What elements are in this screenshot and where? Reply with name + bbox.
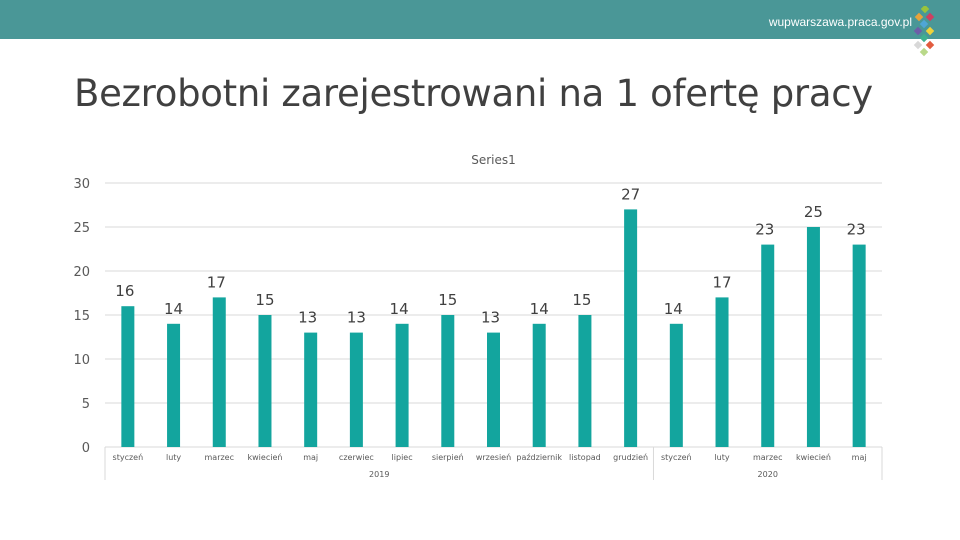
page-title: Bezrobotni zarejestrowani na 1 ofertę pr… [74, 72, 873, 115]
data-label: 15 [572, 291, 591, 309]
bar [852, 244, 866, 447]
data-label: 17 [712, 273, 731, 291]
data-label: 13 [298, 309, 317, 327]
bar [624, 209, 638, 447]
x-tick-label: październik [516, 453, 562, 462]
x-tick-label: maj [852, 453, 867, 462]
bar [304, 332, 318, 447]
data-label: 17 [207, 273, 226, 291]
group-label: 2020 [758, 470, 778, 479]
x-tick-label: marzec [205, 453, 235, 462]
chart-legend-label: Series1 [471, 153, 516, 167]
data-label: 13 [481, 309, 500, 327]
top-banner [0, 0, 960, 39]
y-tick-label: 0 [82, 441, 90, 456]
group-label: 2019 [369, 470, 389, 479]
x-tick-label: luty [166, 453, 181, 462]
data-label: 15 [438, 291, 457, 309]
x-tick-label: kwiecień [248, 453, 283, 462]
bar [669, 323, 683, 447]
bar [487, 332, 500, 447]
x-tick-label: listopad [569, 453, 601, 462]
bar [578, 315, 592, 447]
data-label: 14 [164, 300, 183, 318]
bar [258, 315, 272, 447]
data-label: 23 [847, 221, 866, 239]
x-tick-label: czerwiec [339, 453, 374, 462]
bar [212, 297, 226, 447]
y-tick-label: 25 [73, 221, 90, 236]
bar [441, 315, 455, 447]
y-tick-label: 10 [73, 353, 90, 368]
data-label: 15 [255, 291, 274, 309]
x-tick-label: lipiec [392, 453, 413, 462]
bar [167, 323, 181, 447]
x-tick-label: grudzień [613, 453, 648, 462]
data-label: 23 [755, 221, 774, 239]
x-tick-label: styczeń [661, 453, 692, 462]
bar [395, 323, 409, 447]
x-tick-label: luty [714, 453, 729, 462]
colorful-mosaic-logo-icon [913, 6, 935, 57]
data-label: 14 [664, 300, 683, 318]
bar [349, 332, 363, 447]
bar [761, 244, 775, 447]
data-label: 27 [621, 185, 640, 203]
bar [121, 306, 135, 447]
site-url[interactable]: wupwarszawa.praca.gov.pl [768, 15, 912, 29]
y-tick-label: 20 [73, 265, 90, 280]
data-label: 16 [115, 282, 134, 300]
x-tick-label: wrzesień [476, 453, 511, 462]
x-tick-label: styczeń [113, 453, 144, 462]
x-tick-label: maj [303, 453, 318, 462]
data-label: 25 [804, 203, 823, 221]
x-tick-label: sierpień [432, 453, 464, 462]
data-label: 14 [530, 300, 549, 318]
data-label: 14 [390, 300, 409, 318]
bar [806, 227, 820, 447]
bar [715, 297, 729, 447]
x-tick-label: kwiecień [796, 453, 831, 462]
x-tick-label: marzec [753, 453, 783, 462]
y-tick-label: 30 [73, 177, 90, 192]
bar [532, 323, 546, 447]
y-tick-label: 5 [82, 397, 90, 412]
data-label: 13 [347, 309, 366, 327]
y-tick-label: 15 [73, 309, 90, 324]
